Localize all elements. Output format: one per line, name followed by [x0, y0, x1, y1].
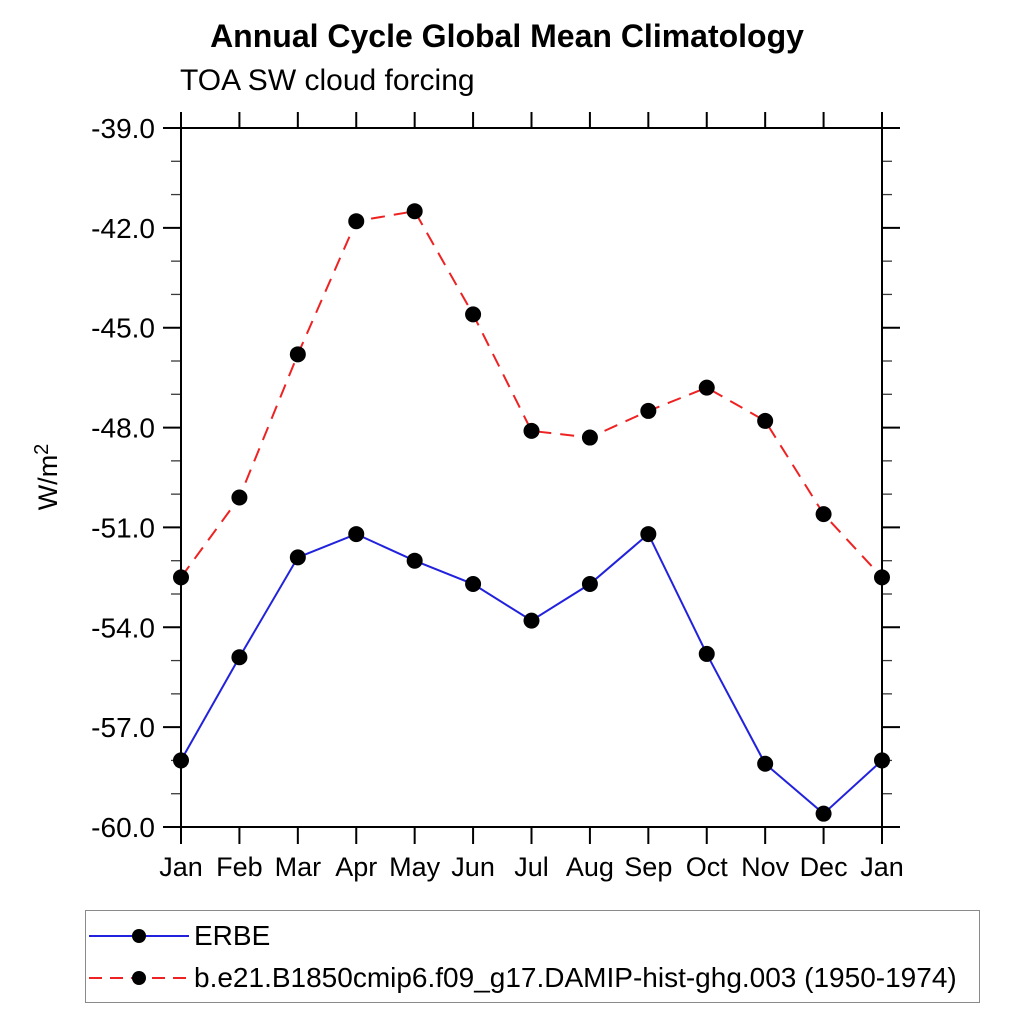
data-point-marker-s1-Dec — [815, 506, 832, 523]
data-point-marker-s0-Aug — [581, 576, 598, 593]
x-tick-label: Apr — [335, 852, 377, 882]
y-tick-label: -48.0 — [91, 413, 155, 444]
y-tick-label: -60.0 — [91, 812, 155, 843]
data-point-marker-s1-Aug — [581, 429, 598, 446]
data-point-marker-s0-Jan — [874, 752, 890, 769]
y-tick-label: -42.0 — [91, 213, 155, 244]
data-point-marker-s1-Jul — [523, 422, 540, 439]
y-tick-label: -51.0 — [91, 512, 155, 543]
legend-label-model: b.e21.B1850cmip6.f09_g17.DAMIP-hist-ghg.… — [194, 961, 957, 993]
data-point-marker-s1-Jan — [173, 569, 189, 586]
plot-area: W/m2 -39.0 -42.0 -45.0 -48.0 -51.0 -54.0 -57.0… — [31, 112, 904, 882]
data-point-marker-s1-Jan — [874, 569, 890, 586]
legend-sample-marker — [132, 928, 146, 943]
x-tick-label: Jun — [451, 852, 495, 882]
legend-line-sample-erbe — [89, 928, 189, 943]
legend-label-erbe: ERBE — [194, 919, 271, 951]
data-point-marker-s1-Jun — [465, 306, 482, 323]
x-tick-label: Dec — [800, 852, 848, 882]
chart-subtitle: TOA SW cloud forcing — [180, 64, 475, 97]
data-point-marker-s0-Mar — [289, 549, 306, 566]
data-point-marker-s0-May — [406, 552, 423, 569]
data-point-marker-s0-Nov — [757, 755, 774, 772]
x-tick-label: Mar — [275, 852, 322, 882]
data-point-marker-s1-Feb — [231, 489, 248, 506]
y-tick-label: -39.0 — [91, 113, 155, 144]
x-tick-label: Nov — [741, 852, 790, 882]
x-tick-label: Aug — [566, 852, 614, 882]
legend: ERBE b.e21.B1850cmip6.f09_g17.DAMIP-hist… — [85, 910, 980, 1003]
y-axis-label: W/m2 — [31, 444, 63, 511]
data-point-marker-s0-Sep — [640, 526, 657, 543]
data-point-marker-s0-Oct — [698, 645, 715, 662]
x-tick-label: May — [389, 852, 441, 882]
y-tick-label: -54.0 — [91, 612, 155, 643]
data-point-marker-s1-Nov — [757, 412, 774, 429]
legend-item-model: b.e21.B1850cmip6.f09_g17.DAMIP-hist-ghg.… — [86, 957, 979, 999]
series-line-1 — [180, 210, 883, 579]
data-point-marker-s0-Jun — [465, 576, 482, 593]
legend-line-sample-model — [89, 970, 189, 985]
y-tick-label: -45.0 — [91, 313, 155, 344]
x-tick-label: Sep — [624, 852, 672, 882]
x-tick-label: Jan — [860, 852, 904, 882]
data-point-marker-s1-Sep — [640, 402, 657, 419]
data-point-marker-s1-Apr — [348, 213, 365, 230]
data-point-marker-s1-May — [406, 203, 423, 220]
data-point-marker-s0-Dec — [815, 805, 832, 822]
data-point-marker-s1-Mar — [289, 346, 306, 363]
data-point-marker-s0-Jul — [523, 612, 540, 629]
chart-title: Annual Cycle Global Mean Climatology — [210, 18, 804, 54]
x-tick-label: Jul — [514, 852, 549, 882]
plot-frame — [180, 127, 883, 828]
legend-sample-marker — [132, 970, 146, 985]
x-tick-label: Jan — [159, 852, 203, 882]
data-point-marker-s0-Apr — [348, 526, 365, 543]
y-tick-label: -57.0 — [91, 712, 155, 743]
x-tick-label: Oct — [686, 852, 729, 882]
x-tick-label: Feb — [216, 852, 263, 882]
data-point-marker-s0-Feb — [231, 649, 248, 666]
series-line-0 — [180, 532, 883, 816]
data-point-marker-s0-Jan — [173, 752, 189, 769]
data-point-marker-s1-Oct — [698, 379, 715, 396]
legend-item-erbe: ERBE — [86, 915, 979, 957]
